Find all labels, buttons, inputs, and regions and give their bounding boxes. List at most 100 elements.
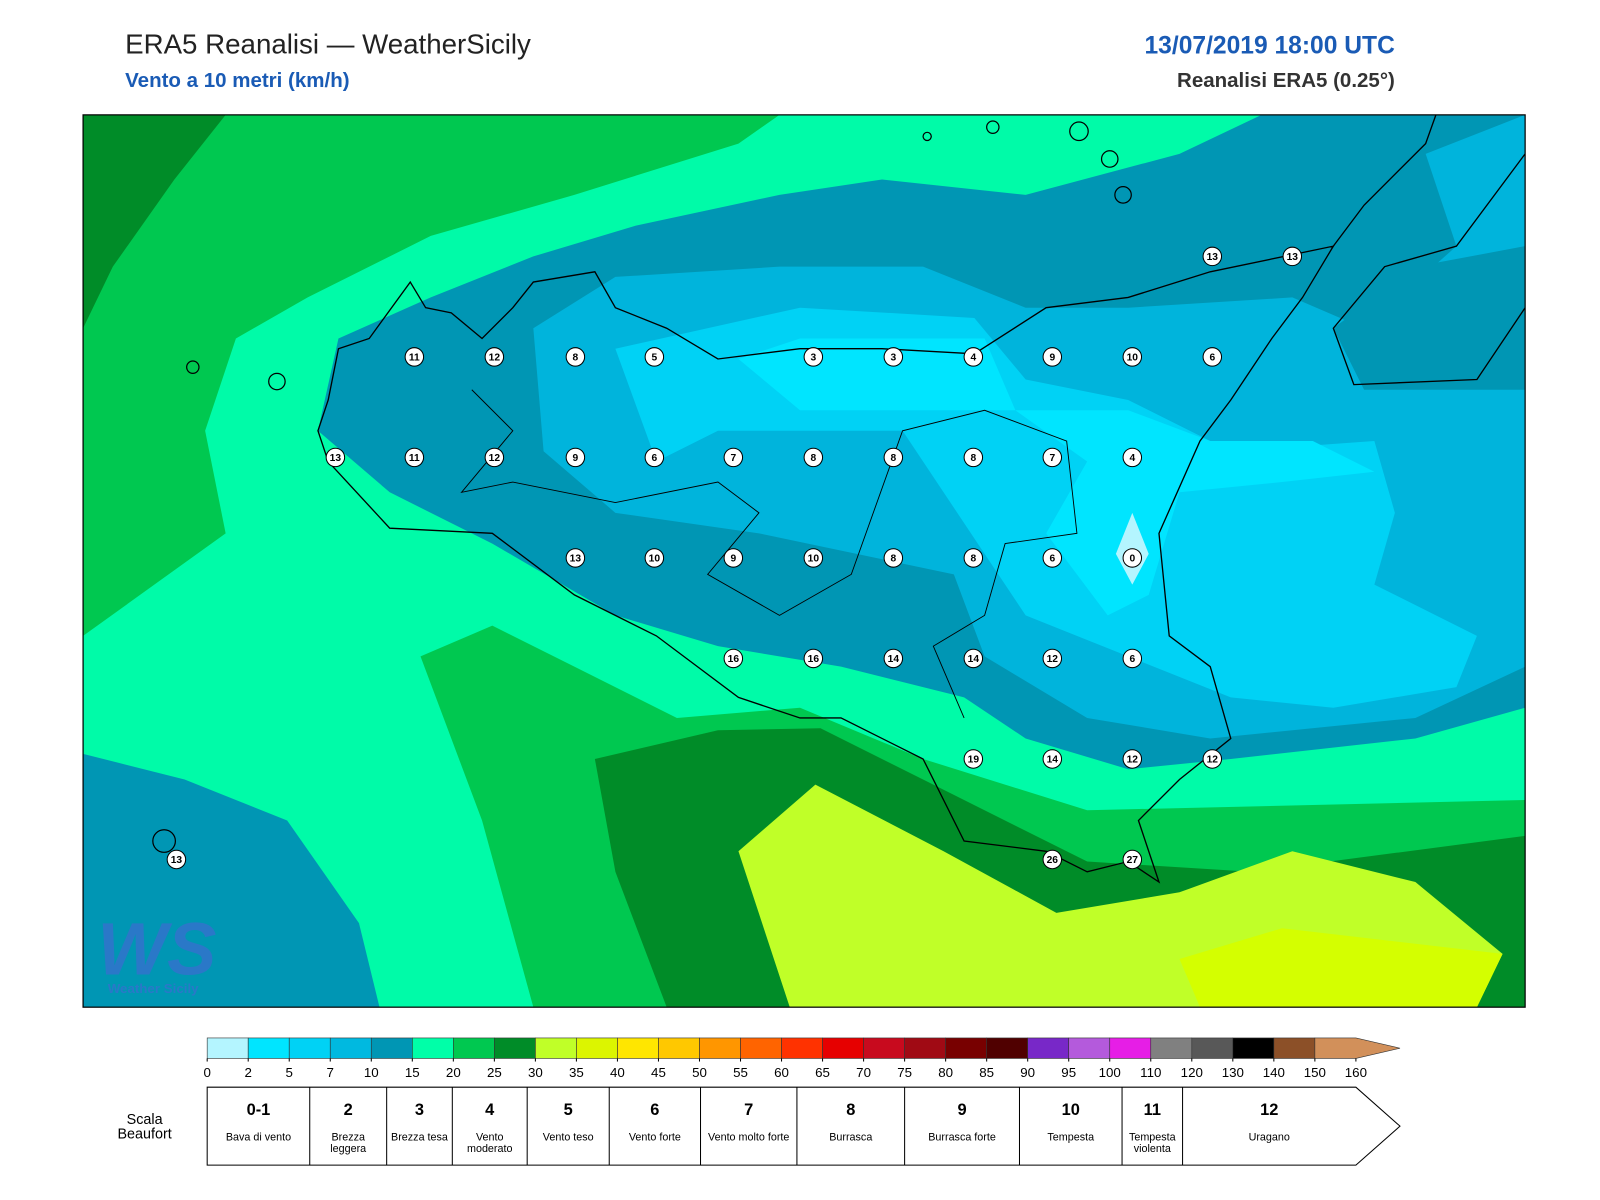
colorbar-tick-label: 100 <box>1099 1065 1121 1080</box>
beaufort-force: 9 <box>957 1101 966 1119</box>
colorbar-tick-label: 55 <box>733 1065 748 1080</box>
colorbar-tick-label: 15 <box>405 1065 420 1080</box>
station-value: 7 <box>730 453 736 464</box>
colorbar-segment <box>904 1037 946 1059</box>
beaufort-label: Burrasca <box>829 1132 873 1144</box>
station-value: 6 <box>652 453 658 464</box>
station-value: 13 <box>1207 252 1219 263</box>
station-marker <box>1122 447 1143 468</box>
station-marker <box>484 447 505 468</box>
station-marker <box>404 347 425 367</box>
colorbar-tick-label: 45 <box>651 1065 666 1080</box>
station-value: 9 <box>573 453 579 464</box>
colorbar-segment <box>822 1037 864 1059</box>
station-marker <box>166 849 187 870</box>
beaufort-label-box: Vento forte <box>629 1132 681 1142</box>
logo-text: Weather Sicily <box>108 981 199 996</box>
colorbar-segment <box>494 1037 536 1059</box>
station-marker <box>883 347 904 367</box>
station-marker <box>963 548 984 568</box>
colorbar-tick-label: 110 <box>1140 1065 1161 1080</box>
colorbar-segment <box>453 1037 495 1059</box>
station-marker <box>883 548 904 568</box>
station-marker <box>565 447 586 468</box>
colorbar-tick-label: 90 <box>1020 1065 1035 1080</box>
beaufort-force: 2 <box>344 1101 353 1119</box>
beaufort-force: 6 <box>650 1101 659 1119</box>
colorbar-segment <box>1273 1037 1316 1059</box>
datetime: 13/07/2019 18:00 UTC <box>1144 32 1395 59</box>
station-marker <box>565 548 586 568</box>
colorbar-segment <box>247 1037 290 1059</box>
station-marker <box>644 548 665 568</box>
beaufort-label-box: Uragano <box>1249 1132 1290 1142</box>
beaufort-label-box: Vento molto forte <box>708 1132 789 1142</box>
logo-mark: WS <box>97 907 216 990</box>
contour <box>1333 246 1526 390</box>
colorbar-segment <box>535 1037 577 1059</box>
colorbar-segment <box>658 1037 700 1059</box>
station-value: 13 <box>171 855 183 866</box>
colorbar-segment <box>1232 1037 1275 1059</box>
station-marker <box>1122 749 1143 769</box>
station-value: 7 <box>1049 453 1055 464</box>
beaufort-force: 10 <box>1062 1101 1080 1119</box>
beaufort-label-box: Brezza tesa <box>391 1132 448 1142</box>
beaufort-label-box: Brezza leggera <box>330 1132 366 1153</box>
station-marker <box>1122 648 1143 669</box>
colorbar-tick-label: 160 <box>1345 1065 1367 1080</box>
colorbar-segment <box>1314 1037 1401 1059</box>
colorbar-segment <box>781 1037 823 1059</box>
station-value: 5 <box>652 353 658 364</box>
contour <box>83 114 780 636</box>
station-marker <box>484 347 505 367</box>
colorbar-segment <box>1150 1037 1193 1059</box>
beaufort-force: 4 <box>485 1101 495 1119</box>
station-marker <box>1042 849 1063 870</box>
colorbar-tick-label: 7 <box>327 1065 334 1080</box>
beaufort-label: Vento teso <box>542 1132 594 1144</box>
station-value: 3 <box>810 353 816 364</box>
colorbar-tick-label: 35 <box>569 1065 584 1080</box>
beaufort-force: 12 <box>1260 1101 1278 1119</box>
beaufort-label: Tempesta <box>1047 1132 1095 1144</box>
beaufort-label: Burrasca forte <box>928 1132 996 1144</box>
station-value: 12 <box>1047 654 1059 665</box>
station-marker <box>723 648 744 669</box>
colorbar-tick-label: 95 <box>1061 1065 1076 1080</box>
station-marker <box>644 347 665 367</box>
station-marker <box>565 347 586 367</box>
subtitle: Vento a 10 metri (km/h) <box>125 69 349 92</box>
station-value: 14 <box>968 654 980 665</box>
station-value: 9 <box>730 554 736 565</box>
station-value: 13 <box>570 554 582 565</box>
station-value: 12 <box>1127 755 1139 766</box>
coastline <box>1332 153 1526 386</box>
colorbar-segment <box>411 1037 454 1059</box>
colorbar-segment <box>986 1037 1028 1059</box>
colorbar-segment <box>206 1037 249 1059</box>
map-frame <box>82 114 1526 1008</box>
colorbar-segment <box>863 1037 905 1059</box>
colorbar-tick-label: 40 <box>610 1065 625 1080</box>
station-value: 27 <box>1127 855 1139 866</box>
station-marker <box>883 648 904 669</box>
station-value: 3 <box>890 353 896 364</box>
beaufort-label: Bava di vento <box>225 1132 292 1144</box>
colorbar-segment <box>617 1037 659 1059</box>
colorbar: 0 2 5 7 10 15 20 25 30 35 40 45 50 55 60 65 70 75 80 85 90 95… <box>203 1037 1401 1080</box>
station-value: 26 <box>1047 855 1059 866</box>
colorbar-segment <box>740 1037 782 1059</box>
colorbar-tick-label: 5 <box>286 1065 293 1080</box>
colorbar-tick-label: 65 <box>815 1065 830 1080</box>
station-marker <box>803 648 824 669</box>
islands <box>152 120 1132 853</box>
station-marker <box>1042 548 1063 568</box>
station-marker <box>1282 246 1303 267</box>
colorbar-tick-label: 60 <box>774 1065 789 1080</box>
colorbar-tick-label: 85 <box>979 1065 994 1080</box>
station-marker <box>1122 849 1143 870</box>
station-marker <box>1042 447 1063 468</box>
colorbar-segment <box>370 1037 413 1059</box>
station-value: 8 <box>573 353 579 364</box>
